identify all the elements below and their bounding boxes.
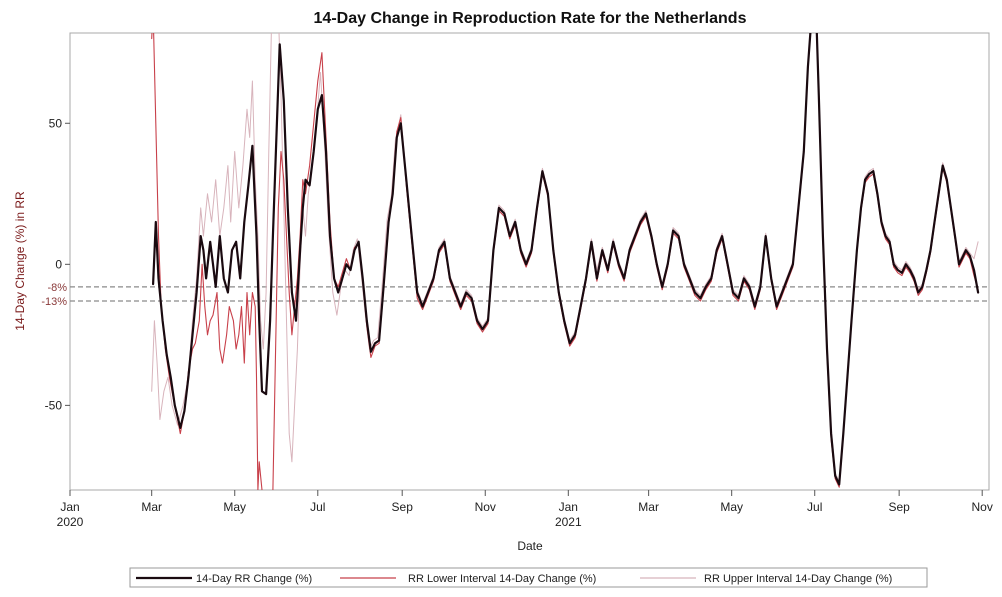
x-tick-label: Sep — [888, 500, 910, 514]
legend: 14-Day RR Change (%) RR Lower Interval 14… — [136, 573, 892, 585]
x-tick-year-label: 2021 — [555, 515, 582, 529]
reference-line-label: -8% — [47, 282, 67, 294]
series-line-rr-lower-interval-14-day-change — [151, 33, 979, 490]
legend-label: RR Upper Interval 14-Day Change (%) — [704, 573, 892, 585]
x-tick-label: Mar — [141, 500, 162, 514]
x-tick-label: Nov — [972, 500, 993, 514]
legend-label: RR Lower Interval 14-Day Change (%) — [408, 573, 596, 585]
y-tick-label: 50 — [49, 116, 63, 130]
series-layer — [151, 33, 980, 490]
plot-area-frame — [69, 32, 990, 491]
x-tick-label: May — [720, 500, 743, 514]
reference-line-label: -13% — [41, 296, 67, 308]
x-tick-label: Jan — [559, 500, 578, 514]
x-tick-label: May — [223, 500, 246, 514]
x-tick-label: Jul — [807, 500, 822, 514]
series-line-rr-upper-interval-14-day-change — [151, 33, 979, 482]
y-axis-label: 14-Day Change (%) in RR — [13, 191, 27, 331]
legend-box — [129, 567, 928, 588]
y-axis: 50 0 -50 — [45, 116, 70, 412]
legend-label: 14-Day RR Change (%) — [196, 573, 312, 585]
chart-title: 14-Day Change in Reproduction Rate for t… — [314, 10, 747, 27]
x-tick-label: Jan — [60, 500, 79, 514]
x-tick-label: Sep — [392, 500, 414, 514]
x-axis-label: Date — [517, 539, 543, 553]
x-tick-year-label: 2020 — [57, 515, 84, 529]
series-line-14-day-rr-change — [152, 33, 980, 486]
y-tick-label: -50 — [45, 398, 63, 412]
x-tick-label: Nov — [475, 500, 496, 514]
y-tick-label: 0 — [55, 257, 62, 271]
reference-lines: -8% -13% — [41, 282, 989, 308]
x-tick-label: Jul — [310, 500, 325, 514]
x-tick-label: Mar — [638, 500, 659, 514]
